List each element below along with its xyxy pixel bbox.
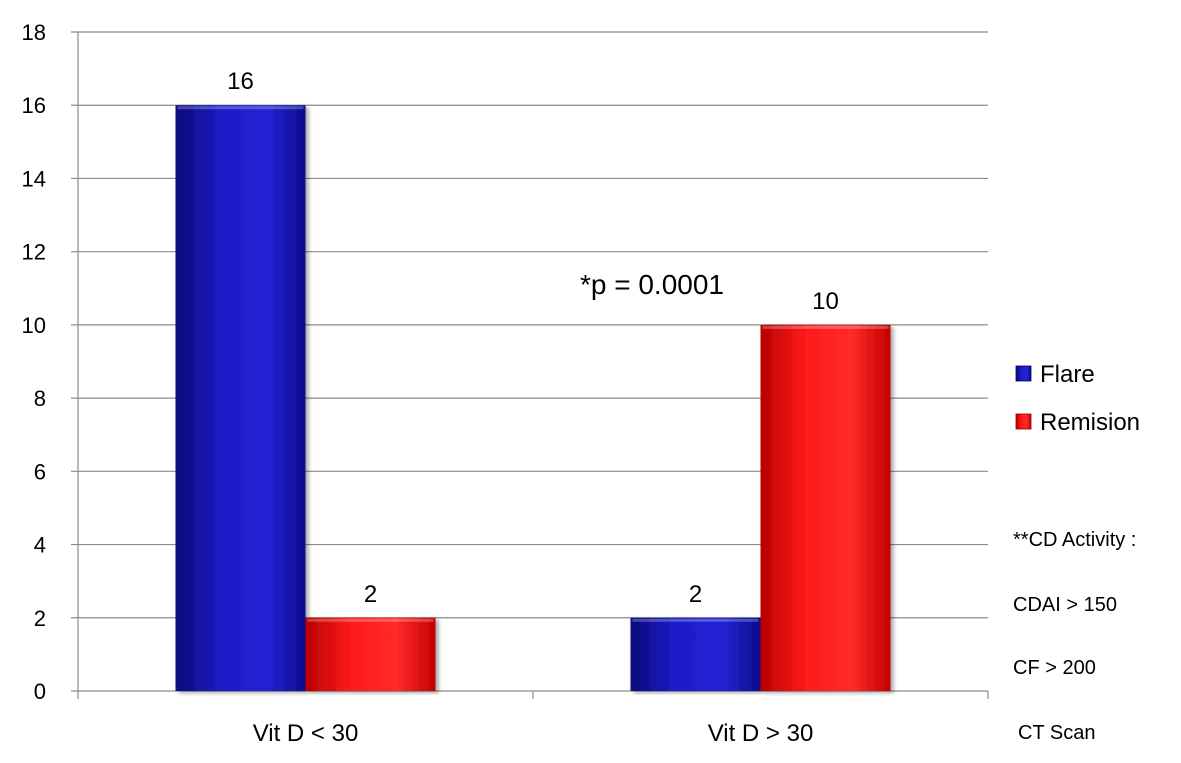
y-tick-label: 6	[34, 459, 46, 484]
note-ct-scan: CT Scan	[1018, 722, 1095, 744]
bar-flare	[175, 105, 306, 691]
y-tick-label: 18	[22, 20, 46, 45]
data-label: 10	[812, 288, 839, 315]
bar-highlight	[762, 325, 889, 329]
legend-label-remision: Remision	[1040, 409, 1140, 436]
legend-item-flare: Flare	[1015, 361, 1095, 388]
y-tick-label: 16	[22, 93, 46, 118]
y-tick-label: 8	[34, 386, 46, 411]
y-tick-label: 2	[34, 606, 46, 631]
data-label: 2	[689, 581, 702, 608]
x-tick-label: Vit D < 30	[253, 720, 359, 747]
x-tick-labels: Vit D < 30 Vit D > 30	[253, 720, 814, 747]
legend-item-remision: Remision	[1015, 409, 1140, 436]
bar-flare	[630, 617, 761, 691]
legend-label-flare: Flare	[1040, 361, 1095, 388]
legend-swatch-remision	[1015, 413, 1032, 430]
y-tick-label: 12	[22, 240, 46, 265]
bar-remision	[760, 324, 891, 691]
y-tick-label: 4	[34, 533, 46, 558]
y-tick-label: 0	[34, 679, 46, 704]
y-tick-label: 10	[22, 313, 46, 338]
data-label: 2	[364, 581, 377, 608]
bars	[175, 105, 891, 691]
p-value-annotation: *p = 0.0001	[580, 269, 724, 300]
legend-swatch-flare	[1015, 365, 1032, 382]
bar-highlight	[177, 106, 304, 110]
note-cf: CF > 200	[1013, 657, 1096, 679]
note-cdai: CDAI > 150	[1013, 594, 1117, 616]
bar-remision	[305, 617, 436, 691]
legend: Flare Remision	[1015, 361, 1140, 436]
y-tick-label: 14	[22, 166, 46, 191]
data-labels: 16 2 2 10	[227, 68, 839, 608]
note-cd-activity: **CD Activity :	[1013, 529, 1136, 551]
bar-highlight	[632, 618, 759, 622]
x-tick-label: Vit D > 30	[708, 720, 814, 747]
notes: **CD Activity : CDAI > 150 CF > 200 CT S…	[1013, 529, 1136, 744]
y-tick-labels: 0 2 4 6 8 10 12 14 16 18	[22, 20, 46, 704]
data-label: 16	[227, 68, 254, 95]
bar-highlight	[307, 618, 434, 622]
